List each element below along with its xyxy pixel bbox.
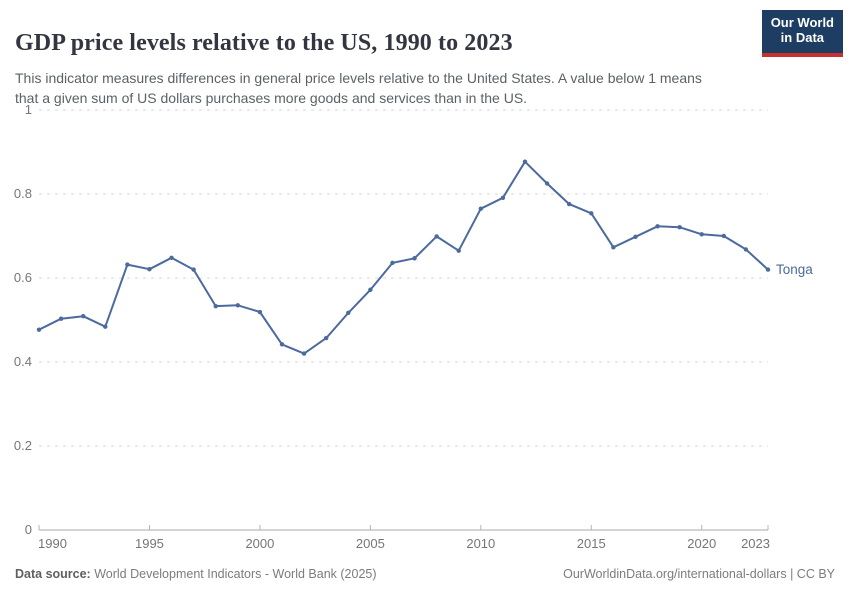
x-axis-tick-label: 2015 — [577, 536, 606, 551]
series-line[interactable] — [38, 160, 769, 355]
data-point[interactable] — [743, 247, 749, 252]
data-point[interactable] — [368, 287, 373, 292]
data-point[interactable] — [478, 206, 484, 211]
x-axis-tick-label: 2000 — [245, 536, 274, 551]
data-point[interactable] — [323, 335, 329, 341]
line-chart-plot[interactable]: 0 0.2 0.4 0.6 0.8 1 1990 1995 2000 2005 2010 2015 20… — [0, 90, 850, 555]
y-axis-tick-label: 0.2 — [14, 438, 32, 453]
data-point[interactable] — [655, 224, 660, 229]
data-point[interactable] — [301, 351, 307, 356]
data-point[interactable] — [169, 255, 174, 261]
data-point[interactable] — [699, 232, 704, 237]
data-point[interactable] — [191, 267, 196, 272]
x-axis-tick-label: 1995 — [135, 536, 164, 551]
data-point[interactable] — [279, 342, 285, 347]
owid-logo-line2: in Data — [780, 29, 825, 45]
chart-subtitle: This indicator measures differences in g… — [15, 70, 702, 107]
owid-logo: Our World in Data — [761, 10, 843, 57]
data-point[interactable] — [80, 314, 86, 319]
data-point[interactable] — [257, 309, 263, 315]
chart-footer: Data source: World Development Indicator… — [15, 567, 835, 581]
data-point[interactable] — [103, 324, 108, 329]
y-axis-tick-label: 0 — [25, 522, 32, 537]
data-point[interactable] — [544, 181, 550, 186]
data-point[interactable] — [346, 310, 351, 316]
data-point[interactable] — [36, 327, 42, 332]
series-end-label: Tonga — [776, 262, 813, 277]
data-point[interactable] — [434, 234, 439, 239]
data-point[interactable] — [390, 260, 395, 266]
data-source-label: Data source: — [15, 567, 91, 581]
x-axis-tick-label: 2020 — [687, 536, 716, 551]
x-axis-tick-label: 1990 — [38, 536, 67, 551]
y-axis-tick-label: 1 — [25, 102, 32, 117]
data-point[interactable] — [566, 201, 572, 207]
data-point[interactable] — [235, 303, 241, 308]
data-point[interactable] — [412, 256, 417, 261]
data-source-note: Data source: World Development Indicator… — [15, 567, 377, 581]
data-point[interactable] — [765, 267, 771, 272]
data-point[interactable] — [677, 224, 682, 230]
page-title: GDP price levels relative to the US, 199… — [15, 30, 513, 57]
data-point[interactable] — [456, 248, 461, 253]
data-point[interactable] — [721, 233, 727, 239]
data-point[interactable] — [213, 303, 218, 309]
data-point[interactable] — [611, 245, 616, 250]
y-axis-tick-label: 0.8 — [14, 186, 32, 201]
data-point[interactable] — [58, 316, 64, 321]
x-axis-tick-label: 2010 — [466, 536, 495, 551]
x-axis-tick-label: 2005 — [356, 536, 385, 551]
y-axis-tick-label: 0.6 — [14, 270, 32, 285]
attribution-link[interactable]: OurWorldinData.org/international-dollars… — [563, 567, 835, 581]
data-point[interactable] — [500, 195, 506, 200]
data-source-text: World Development Indicators - World Ban… — [90, 567, 377, 581]
data-point[interactable] — [125, 262, 130, 267]
data-point[interactable] — [147, 266, 152, 272]
x-axis-tick-label: 2023 — [741, 536, 770, 551]
y-axis-tick-label: 0.4 — [14, 354, 32, 369]
data-point[interactable] — [589, 211, 594, 216]
data-point[interactable] — [633, 234, 638, 240]
owid-logo-line1: Our World — [770, 15, 834, 30]
data-point[interactable] — [522, 159, 528, 164]
